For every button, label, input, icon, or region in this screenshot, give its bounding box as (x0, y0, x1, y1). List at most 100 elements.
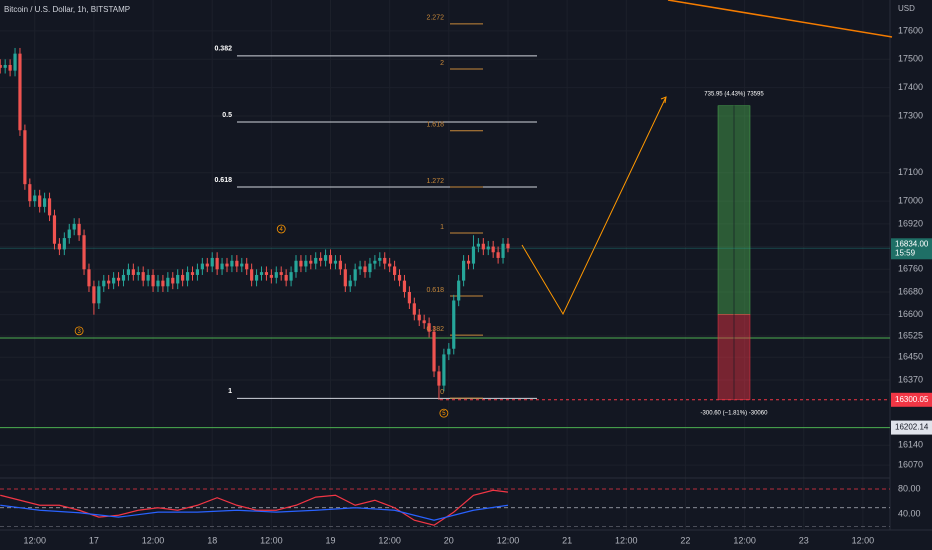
candle-body (13, 53, 17, 71)
grid (0, 0, 890, 530)
fib-extension-label: 2 (440, 60, 444, 67)
x-tick-label: 19 (326, 535, 336, 545)
x-tick-label: 12:00 (142, 535, 165, 545)
drawings (0, 23, 890, 527)
candle-body (18, 53, 22, 131)
candle-body (383, 257, 387, 264)
candle-body (181, 274, 185, 281)
candle-body (314, 257, 318, 264)
rsi-tick-label: 80.00 (898, 483, 921, 493)
candle-body (57, 243, 61, 250)
candle-body (328, 255, 333, 264)
x-tick-label: 12:00 (23, 535, 46, 545)
candle-body (23, 130, 27, 185)
candle-body (392, 266, 397, 275)
candle-body (442, 354, 446, 386)
candle-body (457, 280, 461, 301)
rsi-line (0, 504, 509, 521)
candle-body (397, 274, 402, 281)
rsi-line (0, 489, 509, 526)
candle-body (102, 280, 106, 287)
x-tick-label: 21 (562, 535, 572, 545)
x-tick-label: 20 (444, 535, 454, 545)
candle-body (240, 263, 244, 267)
candle-body (161, 280, 165, 287)
candle-body (82, 235, 86, 270)
last-price-box (891, 238, 932, 260)
candle-body (476, 243, 480, 247)
candle-body (47, 198, 52, 216)
candle-body (185, 272, 190, 281)
last-price-label: 16834.00 (895, 239, 929, 248)
candle-body (87, 269, 91, 287)
countdown-label: 15:59 (895, 248, 916, 257)
x-tick-label: 18 (207, 535, 217, 545)
candle-body (230, 260, 234, 267)
candle-body (156, 280, 160, 287)
candle-body (121, 274, 126, 281)
candle-body (92, 286, 96, 304)
fib-extension-label: 0.618 (426, 287, 444, 294)
fib-extension-label: 0 (440, 389, 444, 396)
currency: USD (898, 4, 915, 13)
candle-body (274, 272, 278, 278)
candle-body (353, 269, 357, 281)
candle-body (462, 260, 466, 281)
candle-body (131, 269, 135, 275)
wave-label: 4 (280, 227, 284, 233)
price-label-box (891, 392, 932, 407)
fib-level-label: 0.5 (222, 112, 232, 119)
fib-level-label: 0.382 (214, 46, 232, 53)
y-tick-label: 17500 (898, 54, 923, 64)
candle-body (422, 320, 426, 324)
y-tick-label: 17100 (898, 167, 923, 177)
candle-body (447, 348, 451, 355)
wave-label: 3 (77, 329, 81, 335)
candle-body (166, 277, 170, 287)
candle-body (28, 184, 32, 202)
candle-body (250, 269, 254, 281)
candle-body (481, 243, 485, 250)
x-tick-label: 12:00 (497, 535, 520, 545)
candle-body (496, 252, 500, 258)
candle-body (486, 246, 490, 250)
y-tick-label: 16920 (898, 218, 923, 228)
x-tick-label: 12:00 (852, 535, 875, 545)
candle-body (501, 243, 505, 258)
candle-body (471, 246, 476, 264)
fib-extension-label: 0.382 (426, 326, 444, 333)
y-tick-label: 16070 (898, 459, 923, 469)
candle-body (506, 243, 510, 249)
candle-body (363, 266, 367, 273)
candle-body (67, 229, 71, 239)
x-tick-label: 12:00 (733, 535, 756, 545)
candle-body (323, 255, 328, 261)
candles (0, 47, 510, 526)
x-tick-label: 22 (680, 535, 690, 545)
candle-body (171, 277, 175, 284)
candle-body (220, 263, 224, 270)
y-tick-label: 17000 (898, 196, 923, 206)
candle-body (279, 272, 283, 275)
candle-body (215, 257, 219, 270)
target-label: 735.95 (4.43%) 73595 (704, 91, 764, 97)
candle-body (368, 263, 372, 273)
candle-body (210, 257, 214, 267)
candle-body (264, 272, 269, 275)
candle-body (146, 274, 150, 281)
candle-body (373, 260, 377, 264)
candle-body (176, 274, 180, 284)
candle-body (338, 260, 342, 270)
y-tick-label: 17400 (898, 82, 923, 92)
candle-body (304, 260, 308, 267)
wave-marker (74, 326, 84, 336)
price-label-box (891, 420, 932, 435)
fib-extension-label: 1.272 (426, 178, 444, 185)
candle-body (38, 195, 42, 207)
candle-body (112, 277, 116, 284)
candle-body (269, 274, 273, 278)
candle-body (432, 331, 436, 372)
labels: 12:00 17 12:00 18 12:00 19 12:00 20 12:00 21 12:00… (23, 15, 932, 545)
projection-path (521, 96, 667, 316)
candle-body (43, 198, 47, 207)
